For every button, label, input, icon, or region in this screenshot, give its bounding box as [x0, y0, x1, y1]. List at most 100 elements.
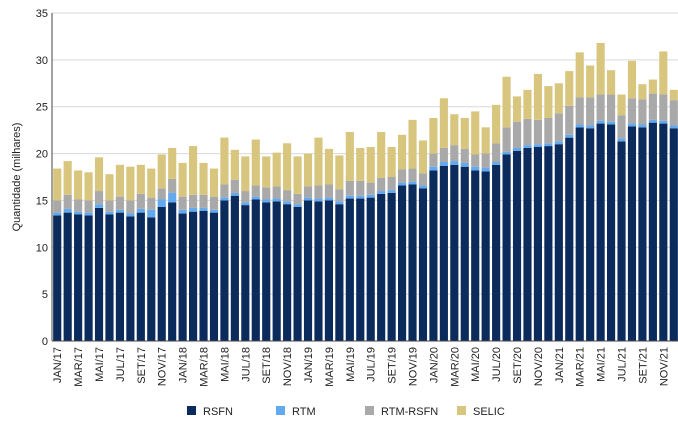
x-tick-labels: JAN/17 MAR/17 MAI/17 JUL/17 SET/17 NOV/17 JAN/…	[52, 347, 670, 387]
bar-rsfn	[115, 212, 125, 341]
y-tick-label: 10	[36, 242, 48, 254]
bar-rtm	[84, 212, 93, 216]
bar-rtm	[74, 211, 83, 215]
bar-rtm-rsfn	[429, 153, 438, 167]
legend-label-selic: SELIC	[473, 406, 505, 418]
bar-selic	[220, 137, 229, 185]
legend-swatch-rtm	[276, 406, 285, 415]
bar-selic	[460, 117, 469, 149]
bar-rtm-rsfn	[523, 118, 532, 146]
bar-rtm	[512, 147, 522, 151]
y-tick-label: 25	[36, 102, 48, 114]
bar-rtm-rsfn	[63, 194, 72, 209]
x-tick-label: JUL/21	[617, 347, 629, 382]
bar-rtm	[387, 190, 396, 193]
bar-rtm	[460, 162, 469, 167]
bar-rtm	[586, 125, 595, 129]
bar-rsfn	[74, 214, 83, 341]
bar-rtm	[63, 208, 72, 213]
x-tick-label: JUL/18	[240, 347, 252, 382]
bar-selic	[314, 137, 323, 186]
bar-rtm-rsfn	[147, 197, 156, 210]
bar-selic	[418, 140, 428, 174]
bar-selic	[648, 79, 657, 94]
bar-rsfn	[596, 123, 605, 341]
x-tick-label: JAN/21	[554, 347, 566, 383]
bar-rsfn	[575, 127, 584, 342]
bar-selic	[74, 170, 83, 200]
bar-rtm	[157, 199, 166, 207]
bar-rtm-rsfn	[356, 180, 365, 196]
bar-rtm-rsfn	[544, 117, 553, 144]
bar-selic	[105, 174, 114, 201]
bar-selic	[356, 147, 365, 181]
x-tick-label: MAI/17	[94, 347, 106, 382]
y-tick-label: 35	[36, 8, 48, 20]
bar-rsfn	[84, 215, 93, 341]
bar-rtm-rsfn	[251, 185, 260, 197]
bar-selic	[450, 114, 459, 146]
bar-rtm-rsfn	[115, 196, 125, 210]
axes	[51, 13, 678, 342]
bar-selic	[53, 168, 62, 201]
bar-rsfn	[147, 217, 156, 341]
bar-rtm-rsfn	[303, 186, 313, 198]
bar-rtm-rsfn	[387, 177, 396, 191]
bar-selic	[533, 73, 543, 120]
x-tick-label: MAI/19	[345, 347, 357, 382]
bar-rtm	[669, 125, 678, 129]
x-tick-label: MAR/20	[449, 347, 461, 387]
bar-selic	[115, 164, 125, 197]
y-axis-label: Quantidade (milhares)	[11, 123, 23, 232]
bar-rsfn	[387, 192, 396, 341]
bar-rtm-rsfn	[648, 93, 657, 120]
bar-rtm-rsfn	[53, 200, 62, 213]
bar-rtm-rsfn	[596, 94, 605, 121]
bar-rtm	[293, 204, 302, 207]
bar-rtm-rsfn	[512, 121, 522, 148]
bar-rsfn	[126, 216, 135, 341]
bar-selic	[669, 89, 678, 101]
legend-label-rtm: RTM	[292, 406, 316, 418]
x-tick-label: JAN/20	[428, 347, 440, 383]
bar-rsfn	[460, 166, 469, 341]
bar-rsfn	[303, 200, 313, 341]
bar-rsfn	[356, 198, 365, 341]
bar-rtm	[147, 209, 156, 218]
x-tick-label: JUL/19	[366, 347, 378, 382]
x-tick-label: SET/17	[136, 347, 148, 384]
bar-rsfn	[418, 188, 428, 341]
bar-selic	[617, 94, 626, 116]
bars	[53, 42, 678, 342]
x-tick-label: NOV/20	[533, 347, 545, 386]
bar-rtm	[492, 162, 501, 165]
x-tick-label: MAI/20	[470, 347, 482, 382]
y-tick-labels: 0 5 10 15 20 25 30 35	[36, 8, 48, 348]
bar-selic	[345, 132, 354, 181]
bar-selic	[387, 147, 396, 177]
bar-rtm-rsfn	[335, 189, 344, 202]
bar-selic	[335, 155, 344, 190]
bar-selic	[554, 83, 563, 114]
bar-rtm	[324, 197, 334, 201]
bar-rtm-rsfn	[554, 113, 563, 142]
bar-rsfn	[439, 165, 448, 341]
bar-selic	[471, 111, 480, 155]
bar-selic	[168, 147, 177, 179]
bar-rsfn	[502, 154, 511, 341]
bar-rtm-rsfn	[293, 193, 302, 205]
bar-rtm	[523, 145, 532, 148]
bar-rsfn	[492, 164, 501, 341]
bar-selic	[251, 139, 260, 186]
bar-rtm	[397, 182, 407, 186]
bar-rtm	[429, 166, 438, 171]
bar-rtm	[596, 120, 605, 124]
bar-selic	[544, 86, 553, 118]
bar-rsfn	[157, 206, 166, 341]
bar-rtm-rsfn	[492, 143, 501, 163]
bar-selic	[136, 164, 145, 194]
bar-selic	[147, 168, 156, 198]
bar-rtm-rsfn	[659, 94, 668, 121]
legend-swatch-rtm-rsfn	[365, 406, 374, 415]
bar-selic	[408, 119, 417, 169]
